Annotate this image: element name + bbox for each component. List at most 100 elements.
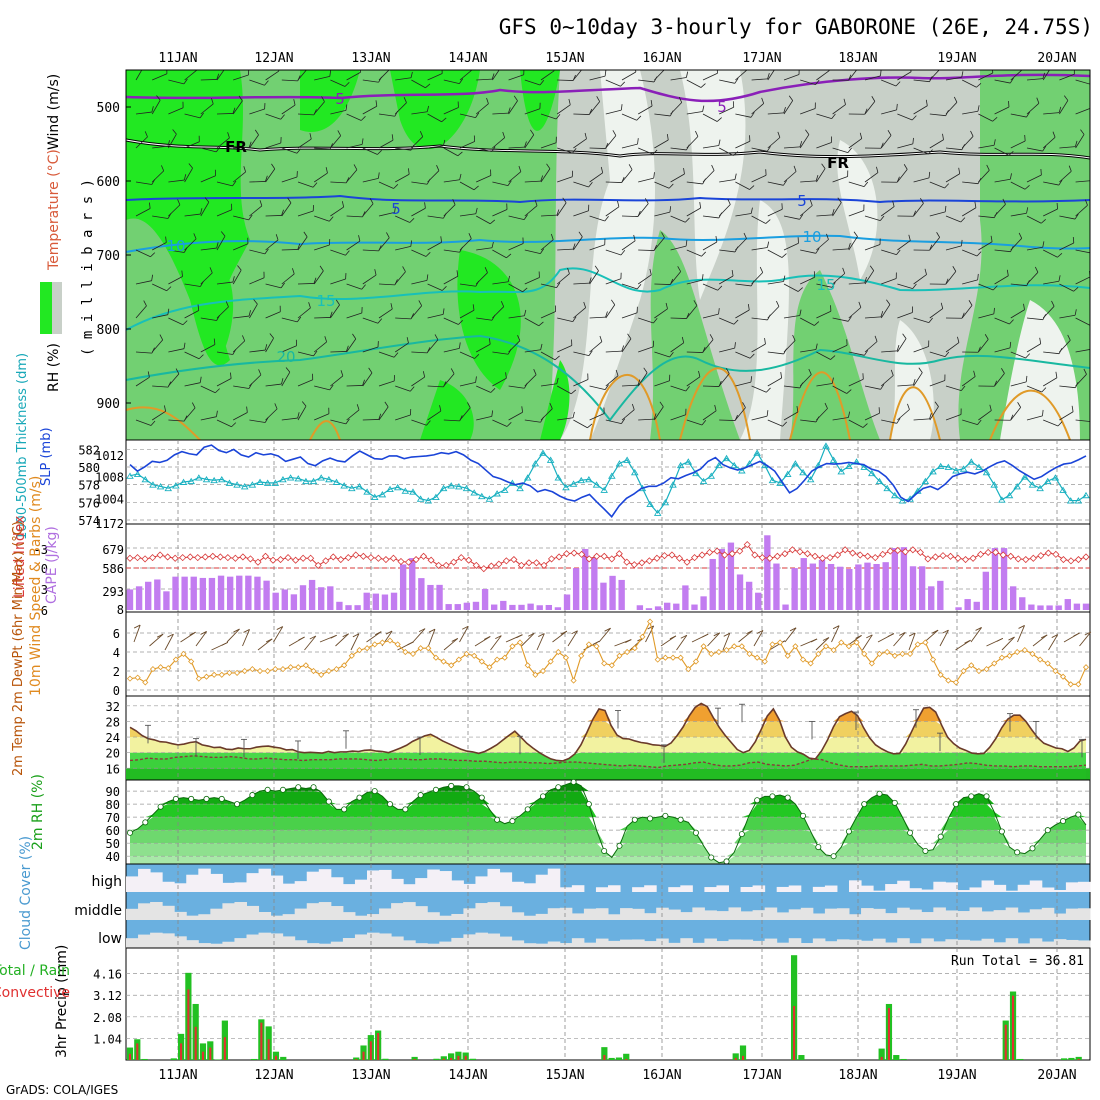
wind-barb-flag (554, 355, 560, 361)
wind-barb-flag (903, 164, 908, 170)
cloud-block (632, 887, 645, 892)
lifted-index-point (653, 554, 661, 562)
wind-barb (816, 70, 830, 81)
wind-barb-flag (782, 421, 788, 427)
wind-barb (492, 306, 504, 319)
wind10m-barbs (133, 624, 1092, 651)
rh-point (876, 790, 883, 797)
wind-barb (897, 409, 910, 421)
thickness-point (179, 478, 188, 485)
lifted-index-point (969, 554, 977, 562)
precip-ylabel-convective: Convective (0, 985, 70, 1001)
wind-barb-flag (329, 311, 333, 318)
wind-barb-flag (281, 209, 284, 216)
wind-barb (168, 276, 183, 285)
wind-barb-flag (973, 370, 976, 377)
cloud-block (608, 914, 621, 920)
wind-speed-point (364, 645, 371, 652)
wind10m-speed-series (126, 618, 1090, 688)
cloud-block (945, 939, 958, 948)
precip-total-bar (608, 1057, 615, 1060)
surface-wind-barb (195, 631, 207, 647)
wind-barb (168, 204, 181, 217)
wind-barb (621, 338, 632, 353)
wind-barb (1092, 168, 1100, 182)
wind-barb-flag (377, 149, 382, 155)
wind-barb-flag (685, 217, 690, 223)
wind-barb (540, 383, 557, 387)
lifted-index-point (299, 554, 307, 562)
wind-barb-flag (830, 355, 836, 360)
thickness-point (233, 481, 241, 488)
wind-barb-flag (346, 345, 349, 352)
wind-speed-point (555, 648, 562, 656)
wind-barb (297, 181, 314, 188)
lifted-index-point (1029, 554, 1037, 562)
wind-barb-flag (958, 167, 961, 174)
wind-barb (330, 110, 347, 115)
wind-speed-point (478, 658, 485, 665)
precip-total-bar (601, 1047, 608, 1060)
wind-barb (281, 147, 298, 154)
wind-barb-flag (650, 100, 653, 107)
wind-speed-point (532, 671, 539, 678)
wind-barb-flag (702, 105, 705, 112)
cloud-row-label-middle: middle (74, 903, 122, 919)
rh-point (142, 819, 149, 826)
wind-barb-flag (731, 270, 734, 277)
wind-barb-flag (237, 265, 242, 271)
rh-point (463, 784, 470, 791)
wind-barb (378, 237, 390, 251)
cape-bar (154, 579, 161, 610)
wind-barb-flag (1074, 213, 1079, 220)
cloud-block (150, 932, 163, 948)
cloud-row-label-low: low (98, 931, 122, 947)
wind-barb (314, 413, 330, 421)
thickness-point (1005, 491, 1014, 499)
cape-bar (172, 576, 179, 610)
wind-speed-point (601, 660, 608, 667)
lifted-index-point (269, 556, 277, 564)
wind-barb (605, 419, 622, 424)
rh-point (692, 829, 699, 836)
wind-barb-flag (776, 300, 780, 307)
rh-tick-label: 50 (106, 837, 120, 851)
wind-barb-flag (869, 265, 875, 271)
thickness-point (783, 470, 792, 477)
wind-barb-flag (360, 115, 366, 121)
wind-barb (427, 314, 444, 319)
wind-speed-point (922, 639, 929, 646)
cloud-block (210, 873, 223, 892)
lifted-index-point (781, 550, 789, 558)
precip-total-bar (447, 1053, 455, 1060)
rh-band (130, 791, 1086, 805)
wind-barb-flag (653, 172, 655, 179)
wind-barb-flag (297, 412, 300, 419)
wind-speed-point (249, 666, 256, 673)
wind-barb-flag (491, 73, 495, 80)
wind-barb-flag (1091, 248, 1094, 253)
wind-barb (427, 73, 443, 81)
wind-barb (249, 419, 266, 423)
wind-barb-flag (895, 81, 901, 87)
cloud-block (174, 883, 187, 892)
wind-speed-point (731, 643, 738, 650)
wind-speed-point (218, 671, 225, 678)
wind-barb-flag (198, 354, 204, 360)
surface-wind-barb (939, 629, 949, 647)
surface-wind-barb (908, 632, 916, 651)
wind-barb-flag (957, 336, 960, 343)
thickness-point (294, 475, 303, 482)
surface-wind-barb (893, 632, 906, 647)
temp-band (130, 737, 1086, 753)
wind-barb (459, 141, 475, 149)
wind-barb-flag (556, 209, 560, 216)
precip-convective-bar (442, 1058, 445, 1060)
wind-barb-flag (960, 385, 966, 391)
wind-barb (897, 143, 913, 149)
wind-barb-flag (701, 251, 707, 257)
wind-barb (492, 249, 507, 259)
wind-speed-point (960, 667, 967, 675)
surface-wind-barb (598, 627, 611, 643)
